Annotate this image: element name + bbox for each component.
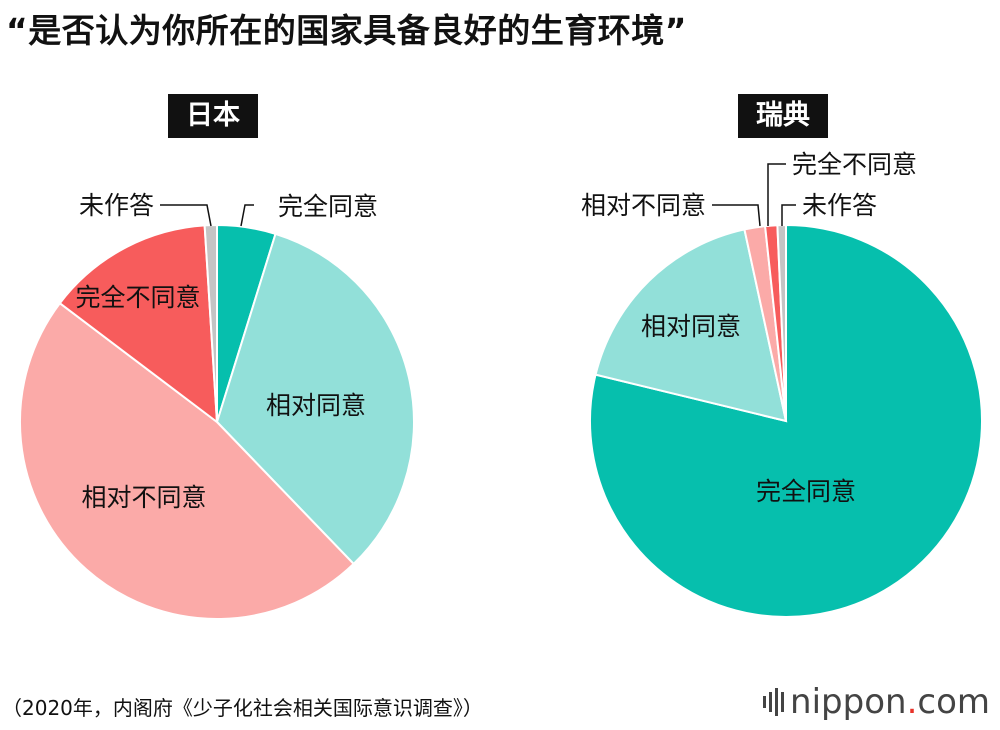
japan-slice-1 — [215, 232, 415, 566]
sweden-slice-0 — [589, 223, 983, 618]
japan-label-leader-4 — [160, 204, 212, 227]
logo-bars-icon — [763, 687, 785, 717]
japan-slice-3 — [58, 224, 219, 425]
sweden-chart-title: 瑞典 — [738, 94, 828, 138]
japan-label-2: 相对不同意 — [81, 483, 206, 512]
japan-slice-2 — [18, 301, 356, 621]
nippon-logo: nippon.com — [763, 682, 990, 722]
sweden-label-2: 相对不同意 — [581, 191, 706, 220]
japan-label-0: 完全同意 — [278, 192, 378, 221]
source-note: （2020年，内阁府《少子化社会相关国际意识调查》） — [2, 696, 483, 720]
brand-name: nippon.com — [790, 682, 990, 722]
sweden-label-leader-3 — [767, 163, 786, 226]
japan-label-leader-0 — [240, 204, 254, 227]
chart-title: “是否认为你所在的国家具备良好的生育环境” — [6, 11, 687, 50]
sweden-label-3: 完全不同意 — [792, 150, 917, 179]
sweden-label-4: 未作答 — [802, 191, 877, 220]
sweden-slice-1 — [594, 228, 788, 423]
sweden-label-leader-4 — [781, 204, 796, 226]
sweden-label-leader-2 — [712, 204, 761, 227]
sweden-label-0: 完全同意 — [756, 477, 856, 506]
sweden-label-1: 相对同意 — [641, 312, 741, 341]
japan-label-1: 相对同意 — [266, 391, 366, 420]
japan-chart-title: 日本 — [168, 94, 258, 138]
japan-label-3: 完全不同意 — [75, 283, 200, 312]
japan-label-4: 未作答 — [79, 191, 154, 220]
